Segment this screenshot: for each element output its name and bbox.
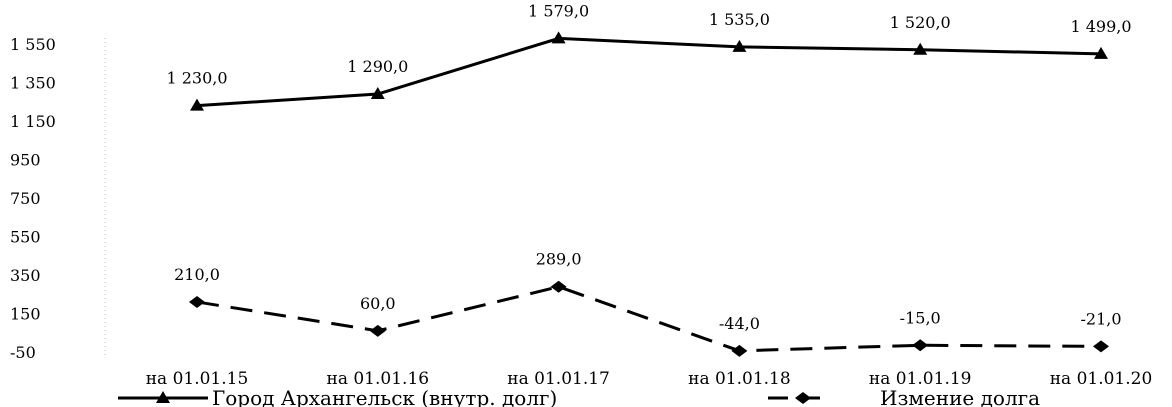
- x-tick-label: на 01.01.19: [869, 369, 972, 389]
- triangle-marker: [551, 31, 566, 44]
- data-label: -21,0: [1080, 309, 1121, 328]
- triangle-marker: [732, 39, 747, 52]
- diamond-marker: [912, 339, 929, 352]
- x-tick-label: на 01.01.17: [507, 369, 610, 389]
- series-layer: [189, 31, 1109, 357]
- series-line-change: [196, 285, 1102, 353]
- legend-item-1: Город Архангельск (внутр. долг): [118, 386, 557, 407]
- series-line-debt: [196, 36, 1102, 108]
- diamond-marker: [189, 295, 205, 308]
- data-label: 1 535,0: [709, 10, 770, 29]
- triangle-marker: [1094, 46, 1108, 59]
- legend-diamond-marker: [795, 392, 811, 404]
- data-label: 1 499,0: [1070, 17, 1131, 36]
- triangle-marker: [913, 42, 928, 55]
- data-labels: 1 230,0 1 290,0 1 579,0 1 535,0 1 520,0 1 499…: [166, 1, 1131, 332]
- data-label: 1 520,0: [890, 13, 951, 32]
- triangle-marker: [370, 87, 385, 100]
- x-tick-labels: на 01.01.15 на 01.01.16 на 01.01.17 на 01.0…: [146, 369, 1153, 389]
- y-tick-label: 1 150: [10, 112, 56, 131]
- diamond-marker: [731, 344, 748, 357]
- x-tick-label: на 01.01.16: [327, 369, 430, 389]
- y-tick-label: 1 550: [10, 35, 56, 54]
- y-tick-label: 1 350: [10, 74, 56, 93]
- legend-item-2: Измение долга: [768, 386, 1040, 407]
- legend-label-2: Измение долга: [880, 386, 1040, 407]
- x-tick-label: на 01.01.20: [1050, 369, 1153, 389]
- data-label: 210,0: [174, 265, 220, 284]
- data-label: 289,0: [536, 250, 582, 269]
- data-label: 1 579,0: [528, 1, 589, 20]
- diamond-marker: [1093, 340, 1109, 353]
- data-label: 60,0: [360, 294, 396, 313]
- y-tick-label: 350: [10, 266, 41, 285]
- y-tick-label: 550: [10, 228, 41, 247]
- legend-triangle-marker: [156, 391, 170, 403]
- data-label: 1 290,0: [347, 57, 408, 76]
- triangle-marker: [190, 98, 204, 111]
- y-tick-label: 150: [10, 305, 41, 324]
- diamond-marker: [369, 324, 386, 337]
- x-tick-label: на 01.01.15: [146, 369, 249, 389]
- legend-label-1: Город Архангельск (внутр. долг): [212, 386, 557, 407]
- y-tick-labels: 1 550 1 350 1 150 950 750 550 350 150 -50: [10, 35, 56, 362]
- data-label: -15,0: [900, 308, 941, 327]
- diamond-marker: [550, 280, 567, 293]
- y-tick-label: 950: [10, 151, 41, 170]
- x-tick-label: на 01.01.18: [688, 369, 791, 389]
- y-tick-label: 750: [10, 189, 41, 208]
- legend: Город Архангельск (внутр. долг) Измение …: [118, 386, 1040, 407]
- y-tick-label: -50: [10, 343, 36, 362]
- data-label: 1 230,0: [166, 69, 227, 88]
- data-label: -44,0: [719, 314, 760, 333]
